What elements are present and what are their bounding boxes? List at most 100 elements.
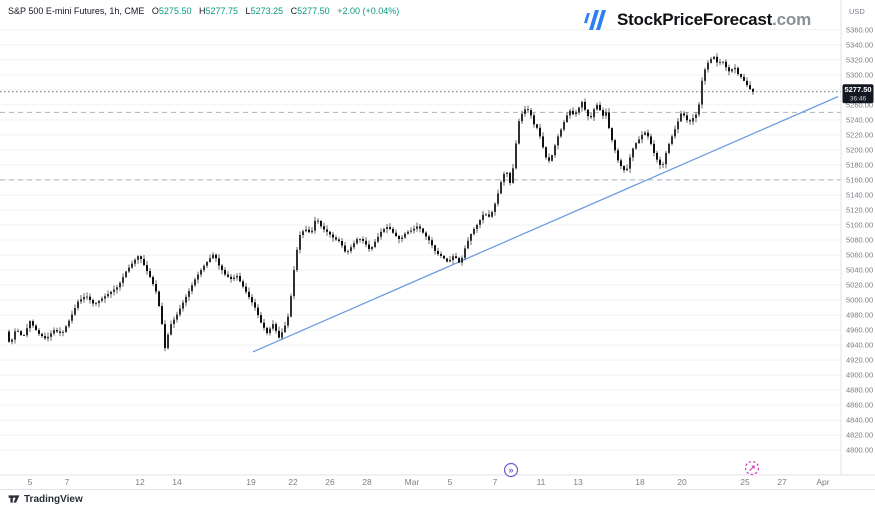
open-label: O	[151, 6, 159, 16]
candle-body	[590, 116, 592, 118]
candle-body	[338, 239, 340, 241]
price-axis-label: 5320.00	[846, 55, 873, 64]
candle-body	[131, 263, 133, 268]
candle-body	[548, 157, 550, 161]
candle-body	[200, 270, 202, 275]
candle-body	[185, 296, 187, 303]
candle-body	[179, 308, 181, 315]
candle-body	[29, 321, 31, 329]
candle-body	[227, 274, 229, 277]
candle-body	[602, 110, 604, 116]
candle-body	[389, 227, 391, 229]
candle-body	[431, 240, 433, 246]
candle-body	[650, 136, 652, 144]
price-axis-label: 5220.00	[846, 130, 873, 139]
candle-body	[371, 247, 373, 250]
candle-body	[59, 331, 61, 333]
event-marker-circle[interactable]	[503, 462, 519, 478]
candle-body	[104, 296, 106, 299]
price-axis-label: 5200.00	[846, 145, 873, 154]
candle-body	[611, 128, 613, 141]
candle-body	[269, 328, 271, 334]
event-marker-circle[interactable]	[744, 460, 760, 476]
candle-body	[455, 256, 457, 259]
candle-body	[305, 229, 307, 232]
candle-body	[47, 336, 49, 339]
candle-body	[674, 129, 676, 137]
candle-body	[203, 265, 205, 271]
candle-body	[248, 291, 250, 298]
candle-body	[464, 248, 466, 258]
candle-body	[458, 258, 460, 263]
time-axis-label: 28	[362, 477, 372, 487]
candle-body	[659, 159, 661, 165]
candle-body	[188, 291, 190, 297]
candle-body	[212, 254, 214, 259]
candle-body	[473, 228, 475, 234]
candle-body	[740, 74, 742, 77]
candle-body	[224, 270, 226, 275]
candle-body	[380, 231, 382, 237]
candle-body	[284, 325, 286, 333]
brand-logo: StockPriceForecast.com	[583, 10, 811, 30]
price-axis-label: 4900.00	[846, 371, 873, 380]
candle-body	[737, 67, 739, 75]
candle-body	[569, 110, 571, 116]
candle-body	[629, 157, 631, 169]
candle-body	[398, 235, 400, 239]
candle-body	[509, 172, 511, 183]
candle-body	[374, 241, 376, 248]
candle-body	[215, 254, 217, 259]
price-axis-label: 5100.00	[846, 220, 873, 229]
price-axis-label: 4920.00	[846, 356, 873, 365]
candle-body	[176, 314, 178, 320]
candle-body	[698, 104, 700, 115]
candle-body	[317, 220, 319, 222]
candle-body	[14, 331, 16, 340]
price-axis-label: 5040.00	[846, 266, 873, 275]
candle-body	[263, 322, 265, 328]
candle-body	[584, 101, 586, 110]
ohlc-legend[interactable]: S&P 500 E-mini Futures, 1h, CME O5275.50…	[8, 6, 399, 16]
candle-body	[401, 237, 403, 239]
candle-body	[605, 112, 607, 116]
price-axis-label: 5060.00	[846, 251, 873, 260]
time-axis-label: 11	[537, 477, 546, 487]
candle-body	[563, 122, 565, 130]
candle-body	[335, 237, 337, 240]
candle-body	[44, 336, 46, 339]
tradingview-icon[interactable]	[8, 493, 20, 505]
candle-body	[419, 226, 421, 229]
candle-body	[257, 307, 259, 316]
price-axis-label: 4880.00	[846, 386, 873, 395]
candle-body	[461, 257, 463, 263]
tradingview-attribution[interactable]: TradingView	[24, 493, 83, 505]
candle-body	[341, 240, 343, 246]
brand-name: StockPriceForecast	[616, 10, 773, 29]
candle-body	[749, 85, 751, 90]
candle-body	[551, 155, 553, 161]
candle-body	[368, 244, 370, 250]
candle-body	[281, 332, 283, 338]
price-axis-currency: USD	[849, 7, 865, 16]
price-axis-label: 5360.00	[846, 25, 873, 34]
candle-body	[95, 303, 97, 304]
candle-body	[692, 117, 694, 122]
candle-body	[512, 168, 514, 183]
candle-body	[35, 325, 37, 331]
candle-body	[350, 247, 352, 252]
candle-body	[635, 143, 637, 149]
candle-body	[8, 331, 10, 342]
high-label: H	[198, 6, 206, 16]
brand-slashes-icon	[583, 10, 606, 30]
brand-wordmark: StockPriceForecast.com	[617, 10, 811, 30]
candle-body	[596, 104, 598, 110]
trend-line[interactable]	[252, 95, 839, 353]
candle-body	[236, 276, 238, 278]
candle-body	[434, 245, 436, 251]
candle-body	[557, 136, 559, 146]
candle-body	[566, 115, 568, 123]
candle-body	[158, 291, 160, 307]
candle-body	[110, 291, 112, 295]
